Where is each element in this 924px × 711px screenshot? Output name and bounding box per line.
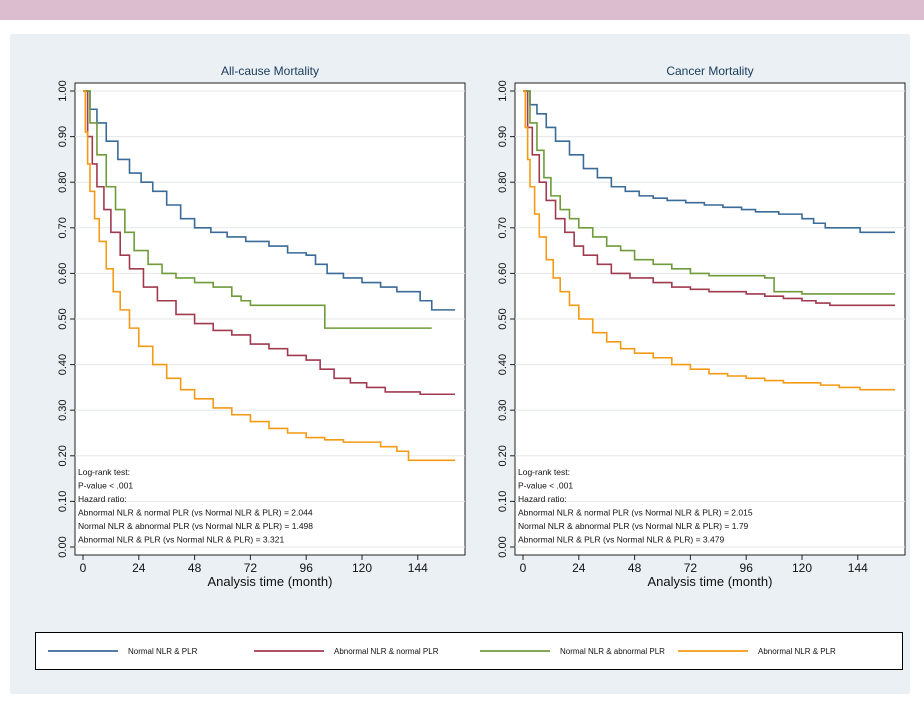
y-tick-label: 0.30	[57, 399, 69, 420]
x-tick-label: 120	[792, 561, 812, 575]
annotation-line: Log-rank test:	[78, 467, 130, 477]
legend-label: Abnormal NLR & PLR	[758, 647, 836, 656]
x-tick-label: 144	[408, 561, 428, 575]
series-line-abnormal-nlr-normal-plr	[83, 90, 455, 396]
series-line-normal-nlr-plr	[523, 90, 895, 234]
x-axis-label: Analysis time (month)	[208, 574, 333, 589]
chart-all-cause-mortality: All-cause Mortality 0.00 0.10 0.20 0.30 0.40 0…	[57, 64, 466, 589]
legend-label: Normal NLR & abnormal PLR	[560, 647, 665, 656]
annotation-line: Hazard ratio:	[78, 494, 127, 504]
y-tick-label: 0.80	[497, 171, 509, 192]
y-tick-label: 0.50	[57, 308, 69, 329]
y-tick-label: 0.00	[57, 536, 69, 557]
y-tick-label: 0.60	[57, 263, 69, 284]
y-tick-label: 0.10	[57, 491, 69, 512]
chart-title: All-cause Mortality	[221, 64, 319, 78]
series-line-normal-nlr-plr	[83, 90, 455, 311]
x-tick-label: 72	[684, 561, 698, 575]
y-tick-label: 0.70	[57, 217, 69, 238]
annotation-line: Abnormal NLR & PLR (vs Normal NLR & PLR)…	[518, 535, 724, 545]
y-tick-label: 0.70	[497, 217, 509, 238]
y-tick-label: 0.20	[497, 445, 509, 466]
y-tick-label: 0.40	[497, 354, 509, 375]
x-tick-label: 120	[352, 561, 372, 575]
annotation-line: P-value < .001	[78, 481, 133, 491]
x-axis-label: Analysis time (month)	[648, 574, 773, 589]
y-tick-label: 0.90	[57, 126, 69, 147]
legend-label: Abnormal NLR & normal PLR	[334, 647, 439, 656]
legend-items: Normal NLR & PLR Abnormal NLR & normal PL…	[48, 647, 836, 656]
y-tick-label: 1.00	[57, 80, 69, 101]
chart-cancer-mortality: Cancer Mortality 0.00 0.10 0.20 0.30 0.40 0.50…	[497, 64, 906, 589]
series-line-abnormal-nlr-plr	[523, 90, 895, 391]
x-tick-label: 96	[740, 561, 754, 575]
x-tick-label: 0	[520, 561, 527, 575]
y-tick-label: 0.00	[497, 536, 509, 557]
annotation-line: Abnormal NLR & PLR (vs Normal NLR & PLR)…	[78, 535, 284, 545]
y-tick-label: 0.40	[57, 354, 69, 375]
y-tick-label: 1.00	[497, 80, 509, 101]
x-tick-label: 0	[80, 561, 87, 575]
legend-label: Normal NLR & PLR	[128, 647, 198, 656]
y-tick-label: 0.10	[497, 491, 509, 512]
x-tick-label: 24	[572, 561, 586, 575]
series-line-normal-nlr-abnormal-plr	[83, 90, 432, 329]
chart-title: Cancer Mortality	[666, 64, 753, 78]
annotation-line: Log-rank test:	[518, 467, 570, 477]
x-tick-label: 48	[628, 561, 642, 575]
y-tick-label: 0.20	[57, 445, 69, 466]
y-tick-label: 0.30	[497, 399, 509, 420]
annotation-line: Abnormal NLR & normal PLR (vs Normal NLR…	[78, 508, 313, 518]
y-tick-label: 0.50	[497, 308, 509, 329]
x-tick-label: 96	[300, 561, 314, 575]
annotation-line: Hazard ratio:	[518, 494, 567, 504]
y-tick-label: 0.60	[497, 263, 509, 284]
top-banner	[0, 0, 924, 20]
series-line-normal-nlr-abnormal-plr	[523, 90, 895, 295]
y-tick-label: 0.90	[497, 126, 509, 147]
y-tick-label: 0.80	[57, 171, 69, 192]
annotation-line: Normal NLR & abnormal PLR (vs Normal NLR…	[518, 521, 749, 531]
x-tick-label: 72	[244, 561, 258, 575]
legend: Normal NLR & PLR Abnormal NLR & normal PL…	[35, 632, 903, 670]
x-tick-label: 144	[848, 561, 868, 575]
x-tick-label: 24	[132, 561, 146, 575]
annotation-line: P-value < .001	[518, 481, 573, 491]
series-line-abnormal-nlr-plr	[83, 90, 455, 462]
x-tick-label: 48	[188, 561, 202, 575]
series-line-abnormal-nlr-normal-plr	[523, 90, 895, 307]
annotation-line: Abnormal NLR & normal PLR (vs Normal NLR…	[518, 508, 753, 518]
annotation-line: Normal NLR & abnormal PLR (vs Normal NLR…	[78, 521, 313, 531]
